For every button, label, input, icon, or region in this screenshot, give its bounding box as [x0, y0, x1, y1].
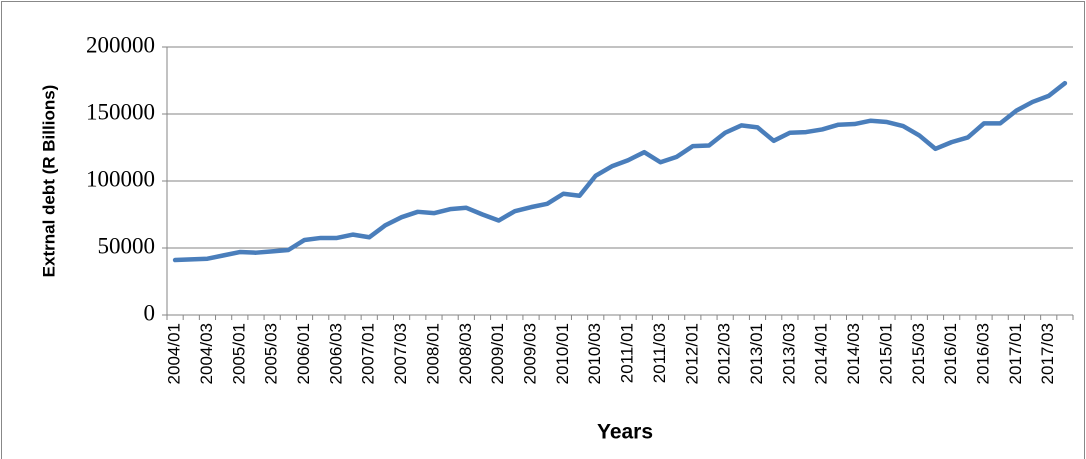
- x-tick-label: 2009/01: [488, 323, 507, 384]
- x-tick-label: 2013/01: [747, 323, 766, 384]
- x-tick-label: 2006/03: [326, 323, 345, 384]
- x-tick-label: 2005/01: [229, 323, 248, 384]
- x-tick-label: 2015/03: [909, 323, 928, 384]
- x-tick-label: 2010/03: [585, 323, 604, 384]
- x-tick-label: 2004/03: [197, 323, 216, 384]
- x-tick-label: 2008/03: [456, 323, 475, 384]
- x-tick-label: 2010/01: [553, 323, 572, 384]
- x-tick-label: 2007/03: [391, 323, 410, 384]
- x-tick-label: 2008/01: [423, 323, 442, 384]
- x-tick-label: 2011/01: [618, 323, 637, 383]
- x-tick-label: 2013/03: [779, 323, 798, 384]
- line: [172, 80, 1068, 263]
- x-tick-label: 2007/01: [359, 323, 378, 384]
- x-tick-label: 2006/01: [294, 323, 313, 384]
- x-tick-label: 2012/01: [682, 323, 701, 384]
- x-tick-label: 2014/03: [844, 323, 863, 384]
- x-tick-label: 2015/01: [876, 323, 895, 384]
- x-axis-label: Years: [597, 421, 653, 444]
- y-tick-label: 100000: [86, 166, 155, 191]
- x-tick-label: 2009/03: [521, 323, 540, 384]
- y-tick-label: 0: [144, 300, 156, 325]
- x-tick-label: 2014/01: [812, 323, 831, 384]
- x-tick-label: 2004/01: [165, 323, 184, 384]
- x-tick-label: 2016/01: [941, 323, 960, 384]
- x-tick-label: 2016/03: [974, 323, 993, 384]
- x-tick-label: 2017/03: [1038, 323, 1057, 384]
- y-tick-label: 50000: [98, 233, 156, 258]
- y-axis-label: Extrnal debt (R Billions): [39, 85, 58, 278]
- y-tick-label: 150000: [86, 99, 155, 124]
- x-tick-label: 2011/03: [650, 323, 669, 383]
- y-tick-label: 200000: [86, 32, 155, 57]
- x-tick-label: 2017/01: [1006, 323, 1025, 384]
- x-tick-label: 2012/03: [715, 323, 734, 384]
- x-tick-label: 2005/03: [262, 323, 281, 384]
